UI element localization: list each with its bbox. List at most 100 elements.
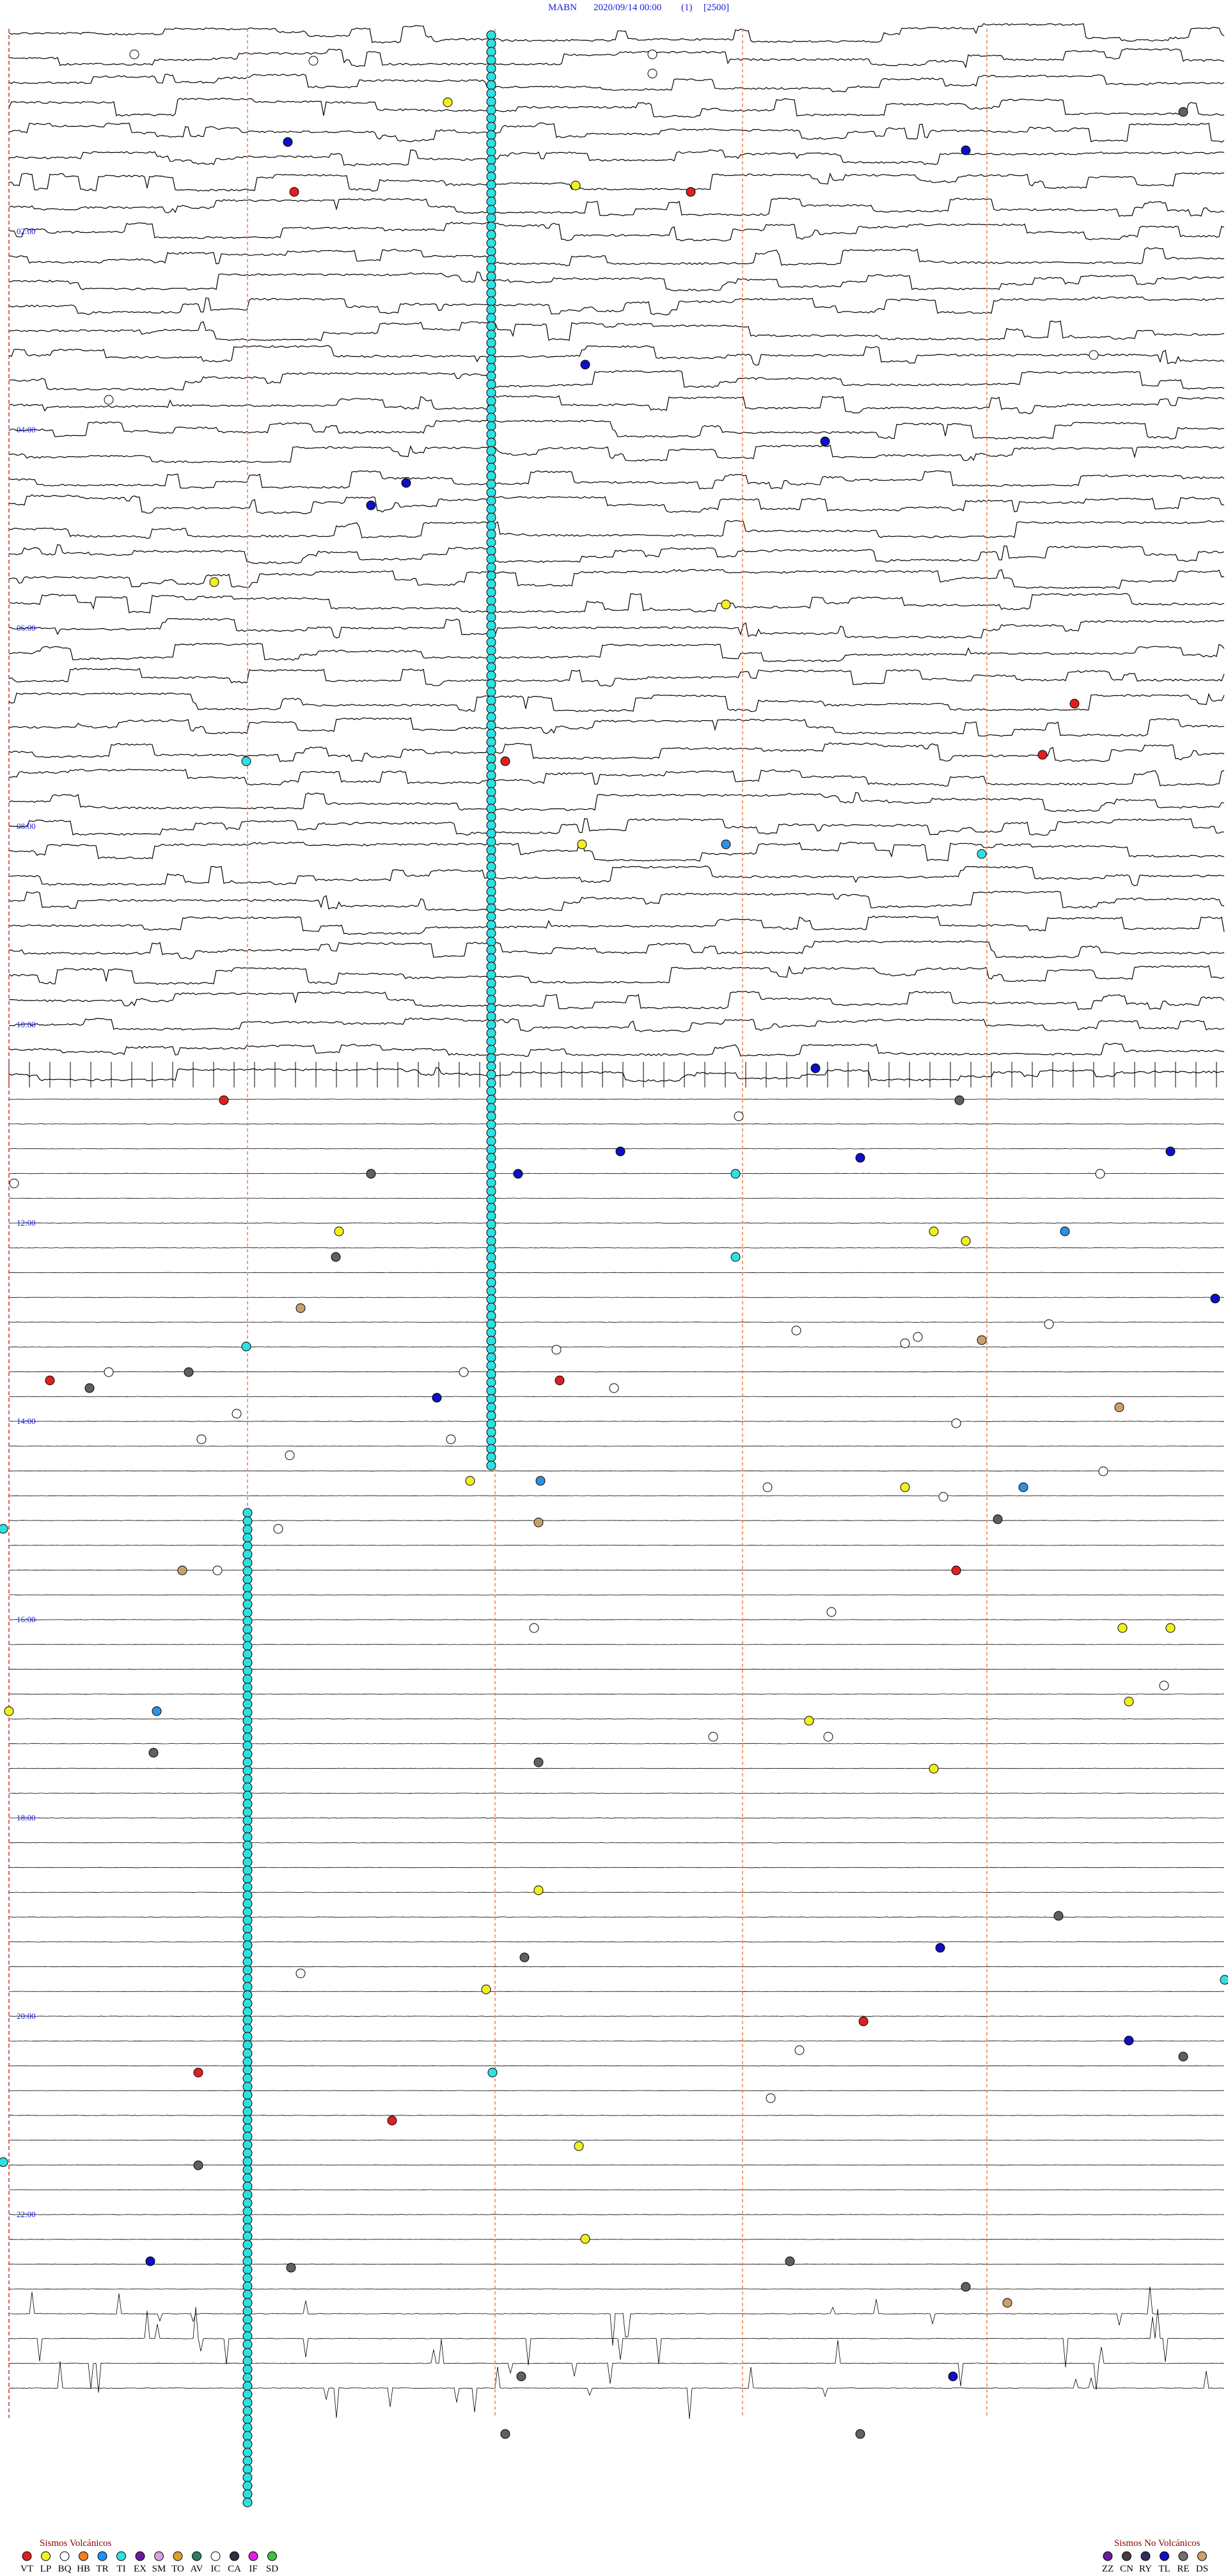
trace <box>8 1222 1225 1224</box>
event <box>1210 1293 1220 1304</box>
legend-dot <box>1178 2551 1188 2561</box>
event <box>486 1261 496 1271</box>
event <box>486 288 496 298</box>
event <box>242 1699 253 1709</box>
trace <box>8 1668 1224 1670</box>
event <box>242 1624 253 1634</box>
legend-title: Sismos Volcánicos <box>40 2538 112 2548</box>
event <box>486 1228 496 1238</box>
legend-dot <box>1160 2551 1169 2561</box>
event <box>242 1549 253 1560</box>
event <box>486 820 496 830</box>
legend-code: SM <box>152 2564 166 2574</box>
event <box>486 878 496 889</box>
event <box>486 396 496 406</box>
event <box>486 870 496 880</box>
trace <box>9 1123 1225 1125</box>
event <box>486 1219 496 1229</box>
event <box>961 1236 971 1246</box>
event <box>242 2206 253 2216</box>
event <box>486 238 496 248</box>
event <box>533 1885 544 1895</box>
event <box>486 662 496 672</box>
event <box>486 970 496 980</box>
trace <box>8 818 1224 836</box>
trace <box>8 1545 1225 1546</box>
event <box>242 2073 253 2083</box>
event <box>242 2248 253 2258</box>
event <box>486 371 496 381</box>
event <box>486 704 496 714</box>
trace <box>8 197 1225 217</box>
event <box>486 421 496 431</box>
event <box>242 1790 253 1801</box>
header: MABN 2020/09/14 00:00 (1) [2500] <box>548 3 729 13</box>
event <box>486 512 496 523</box>
event <box>1053 1911 1064 1921</box>
event <box>242 2140 253 2150</box>
event <box>242 1674 253 1684</box>
event <box>242 2065 253 2075</box>
event <box>242 2356 253 2366</box>
event <box>486 895 496 905</box>
event <box>486 620 496 631</box>
event <box>900 1482 910 1492</box>
event <box>486 1036 496 1047</box>
trace <box>8 618 1225 638</box>
event <box>486 1311 496 1321</box>
event <box>486 80 496 90</box>
trace <box>9 2140 1224 2141</box>
event <box>486 1244 496 1254</box>
event <box>486 670 496 681</box>
event <box>242 1899 253 1909</box>
event <box>285 1450 295 1460</box>
legend-code: EX <box>134 2564 146 2574</box>
event <box>486 1178 496 1188</box>
event <box>721 839 731 849</box>
event <box>242 2472 253 2483</box>
event <box>486 1277 496 1288</box>
event <box>929 1226 939 1237</box>
event <box>486 579 496 589</box>
event <box>577 839 587 849</box>
event <box>0 1524 8 1534</box>
legend-dot <box>22 2551 32 2561</box>
hour-label: 02:00 <box>17 226 36 236</box>
event <box>241 1341 251 1352</box>
trace <box>8 1247 1225 1249</box>
legend-code: BQ <box>58 2564 72 2574</box>
event <box>0 2157 8 2167</box>
legend-dot <box>154 2551 164 2561</box>
event <box>209 577 219 587</box>
event <box>242 1998 253 2009</box>
trace <box>8 2016 1224 2017</box>
event <box>242 1957 253 1967</box>
trace <box>8 2286 1225 2346</box>
event <box>486 945 496 955</box>
legend-code: VT <box>20 2564 33 2574</box>
event <box>148 1748 159 1758</box>
trace <box>8 1446 1225 1447</box>
event <box>242 1716 253 1726</box>
event <box>242 1749 253 1759</box>
event <box>486 1086 496 1096</box>
event <box>486 1111 496 1121</box>
event <box>104 1367 114 1377</box>
event <box>551 1345 562 1355</box>
legend-code: HB <box>77 2564 90 2574</box>
trace <box>8 643 1225 663</box>
event <box>486 72 496 82</box>
event <box>486 1252 496 1263</box>
event <box>486 188 496 198</box>
event <box>242 1815 253 1826</box>
event <box>858 2016 869 2027</box>
event <box>242 1766 253 1776</box>
event <box>193 2067 203 2078</box>
event <box>459 1367 469 1377</box>
trace <box>8 692 1225 713</box>
event <box>242 1849 253 1859</box>
event <box>486 196 496 207</box>
event <box>177 1565 187 1576</box>
trace <box>8 1272 1225 1274</box>
event <box>104 395 114 405</box>
